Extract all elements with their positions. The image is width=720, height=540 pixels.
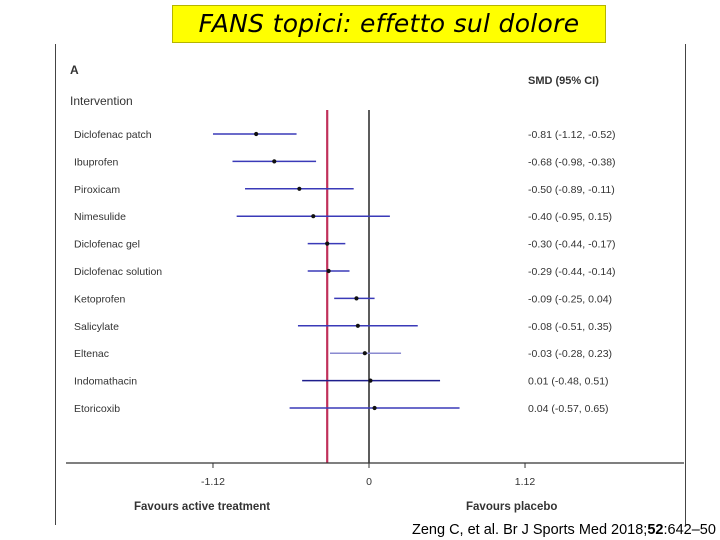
citation-volume: 52: [647, 522, 664, 538]
forest-row: Salicylate -0.08 (-0.51, 0.35): [74, 321, 612, 333]
row-label: Diclofenac solution: [74, 266, 162, 278]
row-label: Ibuprofen: [74, 156, 119, 168]
forest-plot-svg: A Intervention SMD (95% CI) -1.12 0 1.12 D…: [66, 63, 684, 513]
point-estimate: [325, 241, 330, 246]
rows-layer: Diclofenac patch -0.81 (-1.12, -0.52) Ibup…: [74, 129, 616, 415]
forest-plot-panel: A Intervention SMD (95% CI) -1.12 0 1.12 D…: [55, 44, 686, 525]
forest-row: Etoricoxib 0.04 (-0.57, 0.65): [74, 403, 609, 415]
row-estimate-text: -0.68 (-0.98, -0.38): [528, 156, 616, 168]
row-label: Indomathacin: [74, 376, 137, 388]
row-estimate-text: -0.50 (-0.89, -0.11): [528, 184, 615, 196]
forest-row: Diclofenac gel -0.30 (-0.44, -0.17): [74, 239, 616, 251]
point-estimate: [272, 159, 277, 164]
row-label: Diclofenac gel: [74, 239, 140, 251]
point-estimate: [354, 296, 359, 301]
citation: Zeng C, et al. Br J Sports Med 2018;52:6…: [412, 521, 716, 540]
row-estimate-text: -0.40 (-0.95, 0.15): [528, 211, 612, 223]
row-estimate-text: -0.03 (-0.28, 0.23): [528, 348, 612, 360]
row-estimate-text: 0.01 (-0.48, 0.51): [528, 376, 609, 388]
point-estimate: [355, 323, 360, 328]
row-estimate-text: -0.30 (-0.44, -0.17): [528, 239, 616, 251]
row-label: Ketoprofen: [74, 293, 126, 305]
citation-pages: :642–50: [663, 522, 716, 538]
row-header: Intervention: [70, 94, 133, 108]
point-estimate: [311, 214, 316, 219]
row-estimate-text: -0.81 (-1.12, -0.52): [528, 129, 616, 141]
point-estimate: [297, 186, 302, 191]
forest-row: Indomathacin 0.01 (-0.48, 0.51): [74, 376, 609, 388]
x-tick-label: 1.12: [515, 476, 536, 488]
forest-row: Ketoprofen -0.09 (-0.25, 0.04): [74, 293, 612, 305]
panel-label: A: [70, 63, 79, 77]
row-label: Etoricoxib: [74, 403, 120, 415]
slide-title: FANS topici: effetto sul dolore: [172, 5, 606, 43]
citation-text: Zeng C, et al. Br J Sports Med 2018;: [412, 522, 648, 538]
point-estimate: [372, 405, 377, 411]
point-estimate: [326, 268, 331, 274]
row-label: Salicylate: [74, 321, 119, 333]
point-estimate: [362, 351, 367, 356]
x-tick-label: 0: [366, 476, 372, 488]
forest-row: Nimesulide -0.40 (-0.95, 0.15): [74, 211, 612, 223]
row-label: Piroxicam: [74, 184, 120, 196]
row-label: Diclofenac patch: [74, 129, 152, 141]
row-label: Eltenac: [74, 348, 109, 360]
favours-active-label: Favours active treatment: [134, 501, 270, 513]
forest-row: Piroxicam -0.50 (-0.89, -0.11): [74, 184, 615, 196]
row-estimate-text: 0.04 (-0.57, 0.65): [528, 403, 609, 415]
forest-row: Ibuprofen -0.68 (-0.98, -0.38): [74, 156, 616, 168]
row-label: Nimesulide: [74, 211, 126, 223]
row-estimate-text: -0.29 (-0.44, -0.14): [528, 266, 616, 278]
point-estimate: [368, 378, 373, 383]
axis-layer: -1.12 0 1.12: [66, 110, 684, 488]
favours-placebo-label: Favours placebo: [466, 501, 557, 513]
forest-row: Diclofenac solution -0.29 (-0.44, -0.14): [74, 266, 616, 278]
point-estimate: [254, 131, 259, 137]
value-header: SMD (95% CI): [528, 75, 599, 87]
forest-row: Diclofenac patch -0.81 (-1.12, -0.52): [74, 129, 616, 141]
forest-row: Eltenac -0.03 (-0.28, 0.23): [74, 348, 612, 360]
row-estimate-text: -0.08 (-0.51, 0.35): [528, 321, 612, 333]
x-tick-label: -1.12: [201, 476, 225, 488]
row-estimate-text: -0.09 (-0.25, 0.04): [528, 293, 612, 305]
